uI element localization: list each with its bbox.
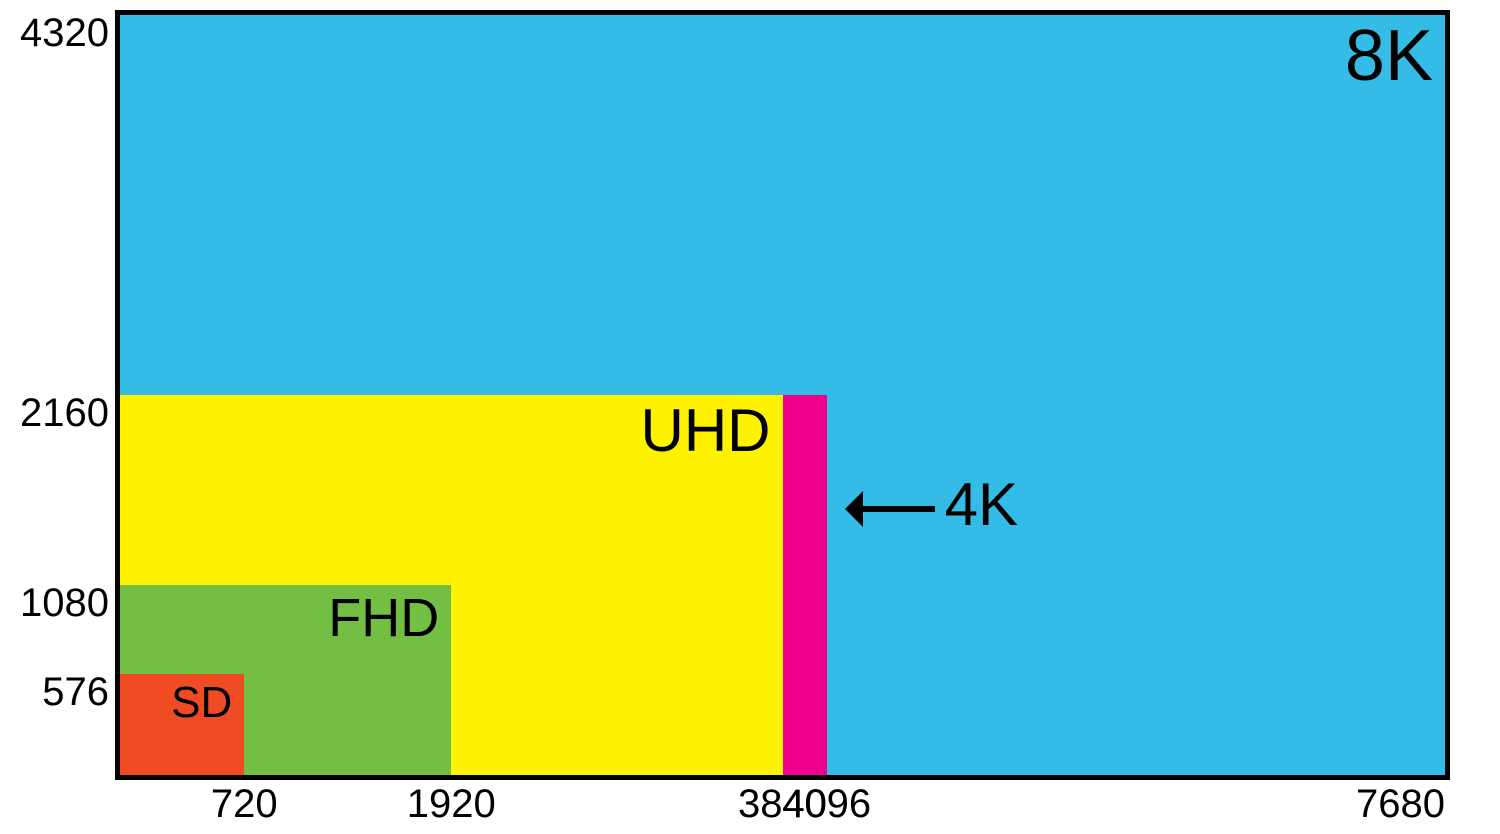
res-label-8k: 8K xyxy=(1345,15,1433,97)
arrow-4k xyxy=(845,491,935,527)
x-tick-7680: 7680 xyxy=(1356,782,1445,827)
x-tick-1920: 1920 xyxy=(407,782,496,827)
res-label-uhd: UHD xyxy=(641,396,771,465)
res-label-sd: SD xyxy=(171,678,232,728)
y-tick-1080: 1080 xyxy=(20,581,109,626)
res-label-fhd: FHD xyxy=(328,587,439,649)
res-label-4k: 4K xyxy=(945,470,1018,539)
y-tick-576: 576 xyxy=(42,670,109,715)
y-tick-4320: 4320 xyxy=(20,11,109,56)
resolution-chart: 8K 4K UHD FHD SD xyxy=(115,10,1450,780)
x-tick-4096: 4096 xyxy=(782,782,871,827)
x-tick-720: 720 xyxy=(211,782,278,827)
y-tick-2160: 2160 xyxy=(20,391,109,436)
